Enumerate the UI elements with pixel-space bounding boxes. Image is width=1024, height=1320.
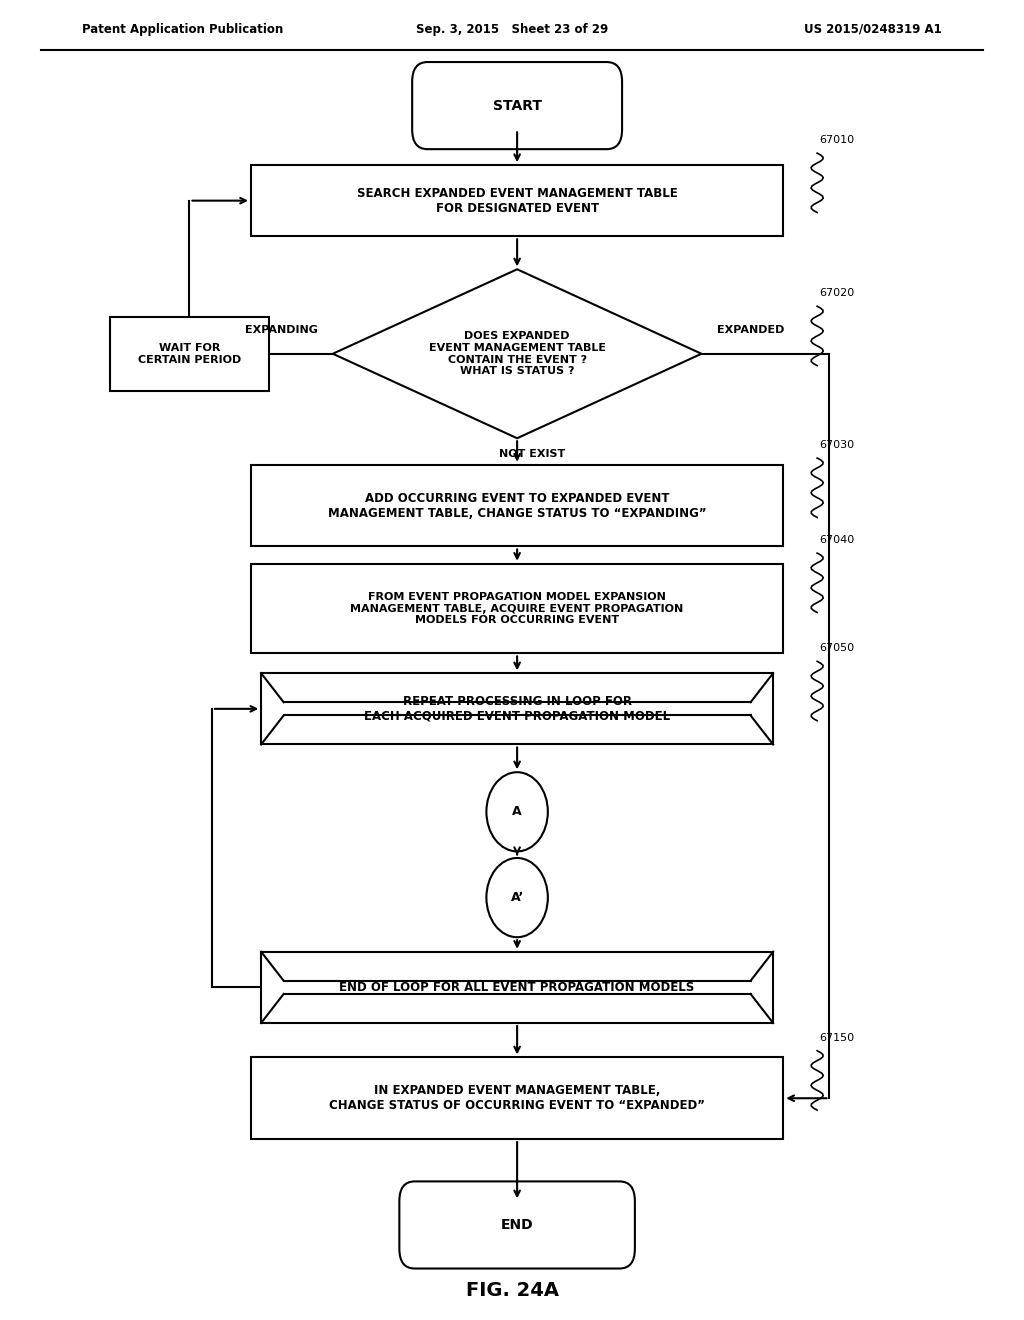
Bar: [261, 952, 773, 1023]
Text: FROM EVENT PROPAGATION MODEL EXPANSION
MANAGEMENT TABLE, ACQUIRE EVENT PROPAGATI: FROM EVENT PROPAGATION MODEL EXPANSION M…: [350, 591, 684, 626]
Bar: [261, 673, 773, 744]
Text: NOT EXIST: NOT EXIST: [500, 449, 565, 459]
Text: REPEAT PROCESSING IN LOOP FOR
EACH ACQUIRED EVENT PROPAGATION MODEL: REPEAT PROCESSING IN LOOP FOR EACH ACQUI…: [365, 694, 670, 723]
Text: IN EXPANDED EVENT MANAGEMENT TABLE,
CHANGE STATUS OF OCCURRING EVENT TO “EXPANDE: IN EXPANDED EVENT MANAGEMENT TABLE, CHAN…: [329, 1084, 706, 1113]
Text: WAIT FOR
CERTAIN PERIOD: WAIT FOR CERTAIN PERIOD: [138, 343, 241, 364]
Text: 67050: 67050: [819, 643, 854, 653]
Text: Sep. 3, 2015   Sheet 23 of 29: Sep. 3, 2015 Sheet 23 of 29: [416, 22, 608, 36]
Text: 67150: 67150: [819, 1032, 854, 1043]
Text: A: A: [512, 805, 522, 818]
Bar: [111, 317, 268, 391]
Bar: [251, 564, 783, 653]
Text: 67040: 67040: [819, 535, 854, 545]
Text: END: END: [501, 1218, 534, 1232]
Bar: [251, 465, 783, 546]
FancyBboxPatch shape: [412, 62, 622, 149]
Polygon shape: [333, 269, 701, 438]
Text: 67030: 67030: [819, 440, 854, 450]
Text: SEARCH EXPANDED EVENT MANAGEMENT TABLE
FOR DESIGNATED EVENT: SEARCH EXPANDED EVENT MANAGEMENT TABLE F…: [356, 186, 678, 215]
Circle shape: [486, 772, 548, 851]
Text: 67010: 67010: [819, 135, 854, 145]
Text: ADD OCCURRING EVENT TO EXPANDED EVENT
MANAGEMENT TABLE, CHANGE STATUS TO “EXPAND: ADD OCCURRING EVENT TO EXPANDED EVENT MA…: [328, 491, 707, 520]
Text: US 2015/0248319 A1: US 2015/0248319 A1: [804, 22, 942, 36]
Text: EXPANDING: EXPANDING: [245, 325, 317, 335]
Circle shape: [486, 858, 548, 937]
Text: A’: A’: [511, 891, 523, 904]
Text: Patent Application Publication: Patent Application Publication: [82, 22, 284, 36]
Bar: [251, 1057, 783, 1139]
Text: DOES EXPANDED
EVENT MANAGEMENT TABLE
CONTAIN THE EVENT ?
WHAT IS STATUS ?: DOES EXPANDED EVENT MANAGEMENT TABLE CON…: [429, 331, 605, 376]
Text: START: START: [493, 99, 542, 112]
Text: EXPANDED: EXPANDED: [717, 325, 784, 335]
Text: FIG. 24A: FIG. 24A: [466, 1282, 558, 1300]
Text: 67020: 67020: [819, 288, 854, 298]
FancyBboxPatch shape: [399, 1181, 635, 1269]
Bar: [251, 165, 783, 236]
Text: END OF LOOP FOR ALL EVENT PROPAGATION MODELS: END OF LOOP FOR ALL EVENT PROPAGATION MO…: [340, 981, 694, 994]
